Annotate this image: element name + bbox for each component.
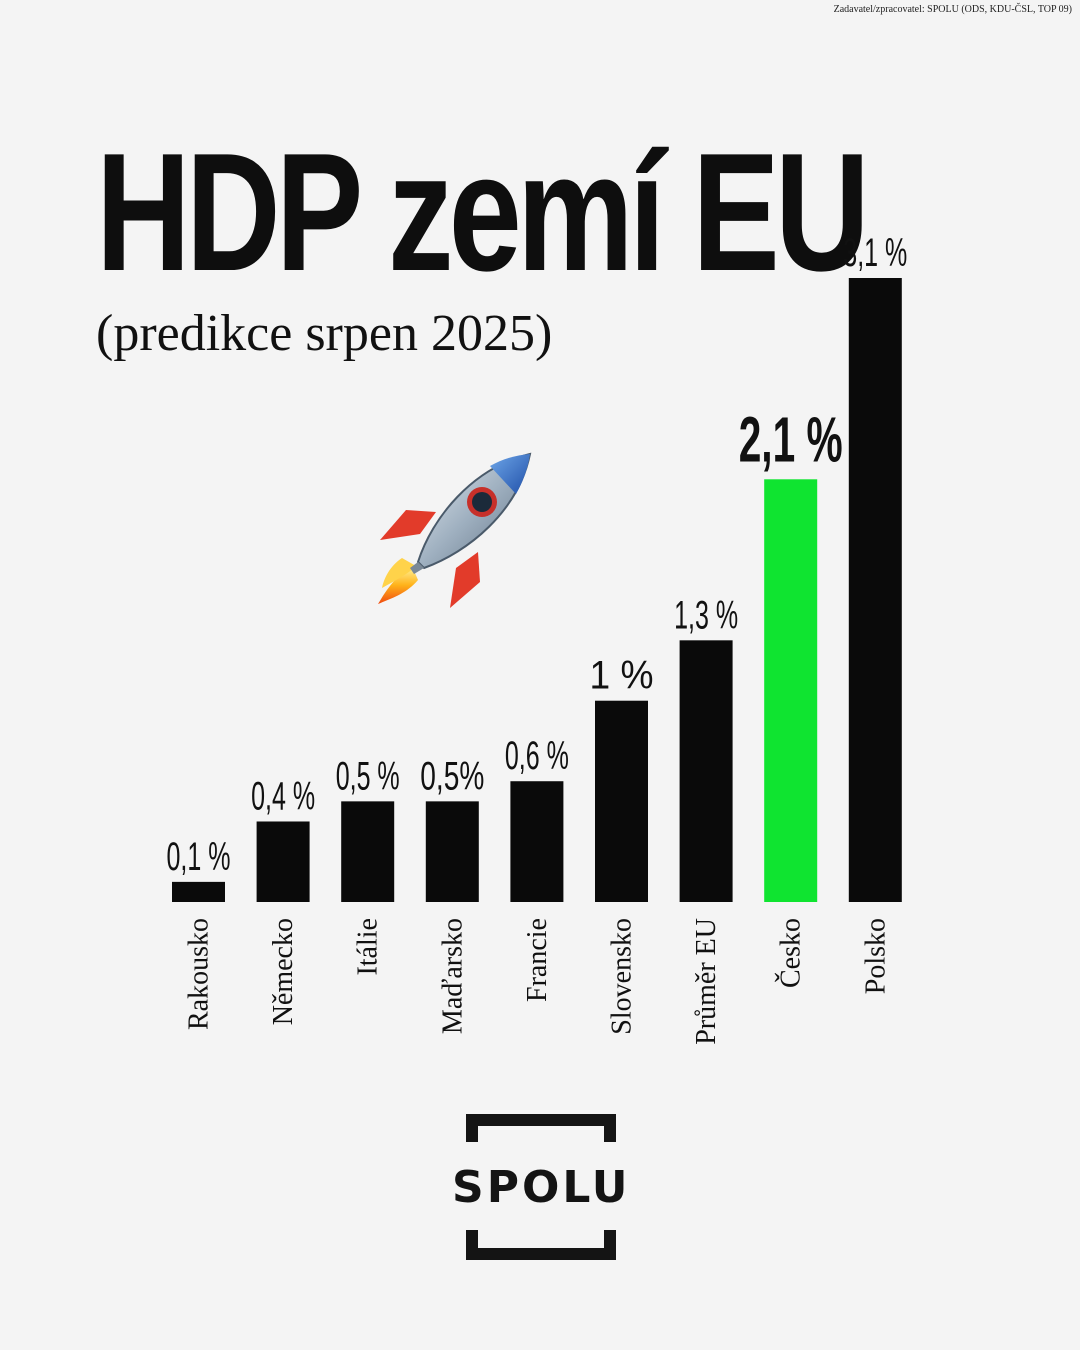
value-label-8: 3,1 %: [843, 231, 907, 275]
category-label-2: Itálie: [353, 918, 384, 976]
value-label-7: 2,1 %: [739, 403, 843, 475]
category-label-7: Česko: [776, 918, 807, 988]
category-label-3: Maďarsko: [437, 918, 468, 1034]
value-label-6: 1,3 %: [674, 593, 738, 637]
value-label-0: 0,1 %: [167, 835, 231, 879]
category-label-5: Slovensko: [607, 918, 638, 1035]
value-label-4: 0,6 %: [505, 734, 569, 778]
bar-5: [595, 700, 648, 902]
rocket-icon: [378, 452, 532, 608]
bar-8: [848, 278, 902, 902]
category-label-4: Francie: [522, 918, 553, 1002]
value-label-1: 0,4 %: [251, 774, 315, 818]
spolu-logo: SPOLU: [452, 1112, 630, 1262]
value-label-3: 0,5%: [420, 754, 484, 798]
category-label-6: Průměr EU: [691, 918, 722, 1045]
category-label-8: Polsko: [860, 918, 891, 994]
bar-chart: 0,1 % Rakousko 0,4 % Německo 0,5 % Itálie 0,5%…: [167, 231, 908, 1045]
bar-1: [256, 821, 310, 902]
category-label-1: Německo: [268, 918, 299, 1025]
bar-2: [341, 801, 395, 902]
bar-6: [679, 640, 733, 902]
bar-3: [425, 801, 479, 902]
logo-wordmark: SPOLU: [452, 1162, 631, 1213]
chart-title: HDP zemí EU: [96, 118, 870, 306]
bar-4: [510, 781, 564, 902]
bar-0: [172, 881, 225, 902]
bar-7: [764, 479, 818, 902]
value-label-5: 1 %: [590, 654, 654, 698]
chart-subtitle: (predikce srpen 2025): [96, 305, 553, 362]
value-label-2: 0,5 %: [336, 754, 400, 798]
disclaimer: Zadavatel/zpracovatel: SPOLU (ODS, KDU-Č…: [833, 4, 1072, 15]
category-label-0: Rakousko: [184, 918, 215, 1030]
